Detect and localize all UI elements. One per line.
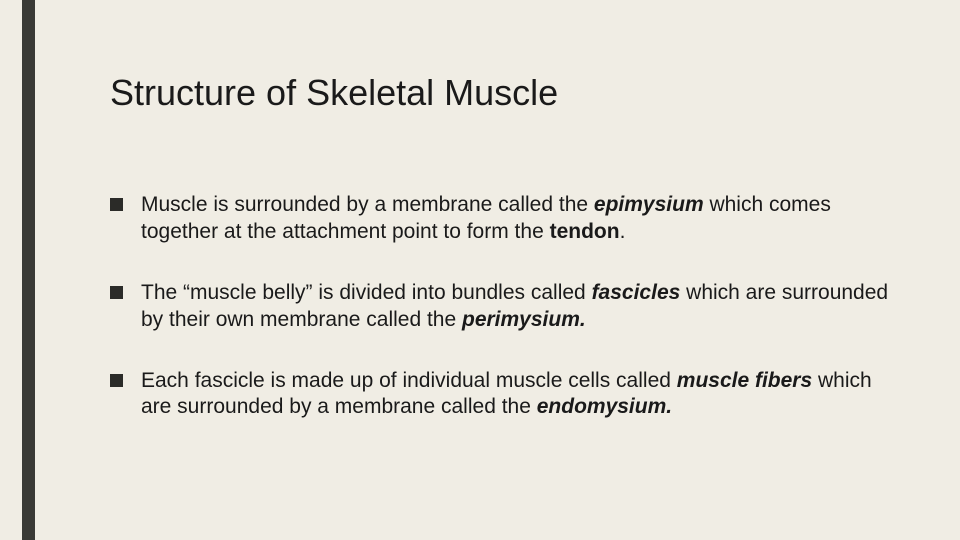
bullet-text: Muscle is surrounded by a membrane calle… [141, 192, 890, 246]
bullet-text: Each fascicle is made up of individual m… [141, 368, 890, 422]
bullet-list: Muscle is surrounded by a membrane calle… [110, 192, 890, 421]
square-bullet-icon [110, 286, 123, 299]
accent-bar [22, 0, 35, 540]
square-bullet-icon [110, 198, 123, 211]
bullet-item: Each fascicle is made up of individual m… [110, 368, 890, 422]
square-bullet-icon [110, 374, 123, 387]
bullet-text: The “muscle belly” is divided into bundl… [141, 280, 890, 334]
slide-content: Structure of Skeletal Muscle Muscle is s… [110, 72, 890, 455]
bullet-item: The “muscle belly” is divided into bundl… [110, 280, 890, 334]
bullet-item: Muscle is surrounded by a membrane calle… [110, 192, 890, 246]
slide-title: Structure of Skeletal Muscle [110, 72, 890, 114]
